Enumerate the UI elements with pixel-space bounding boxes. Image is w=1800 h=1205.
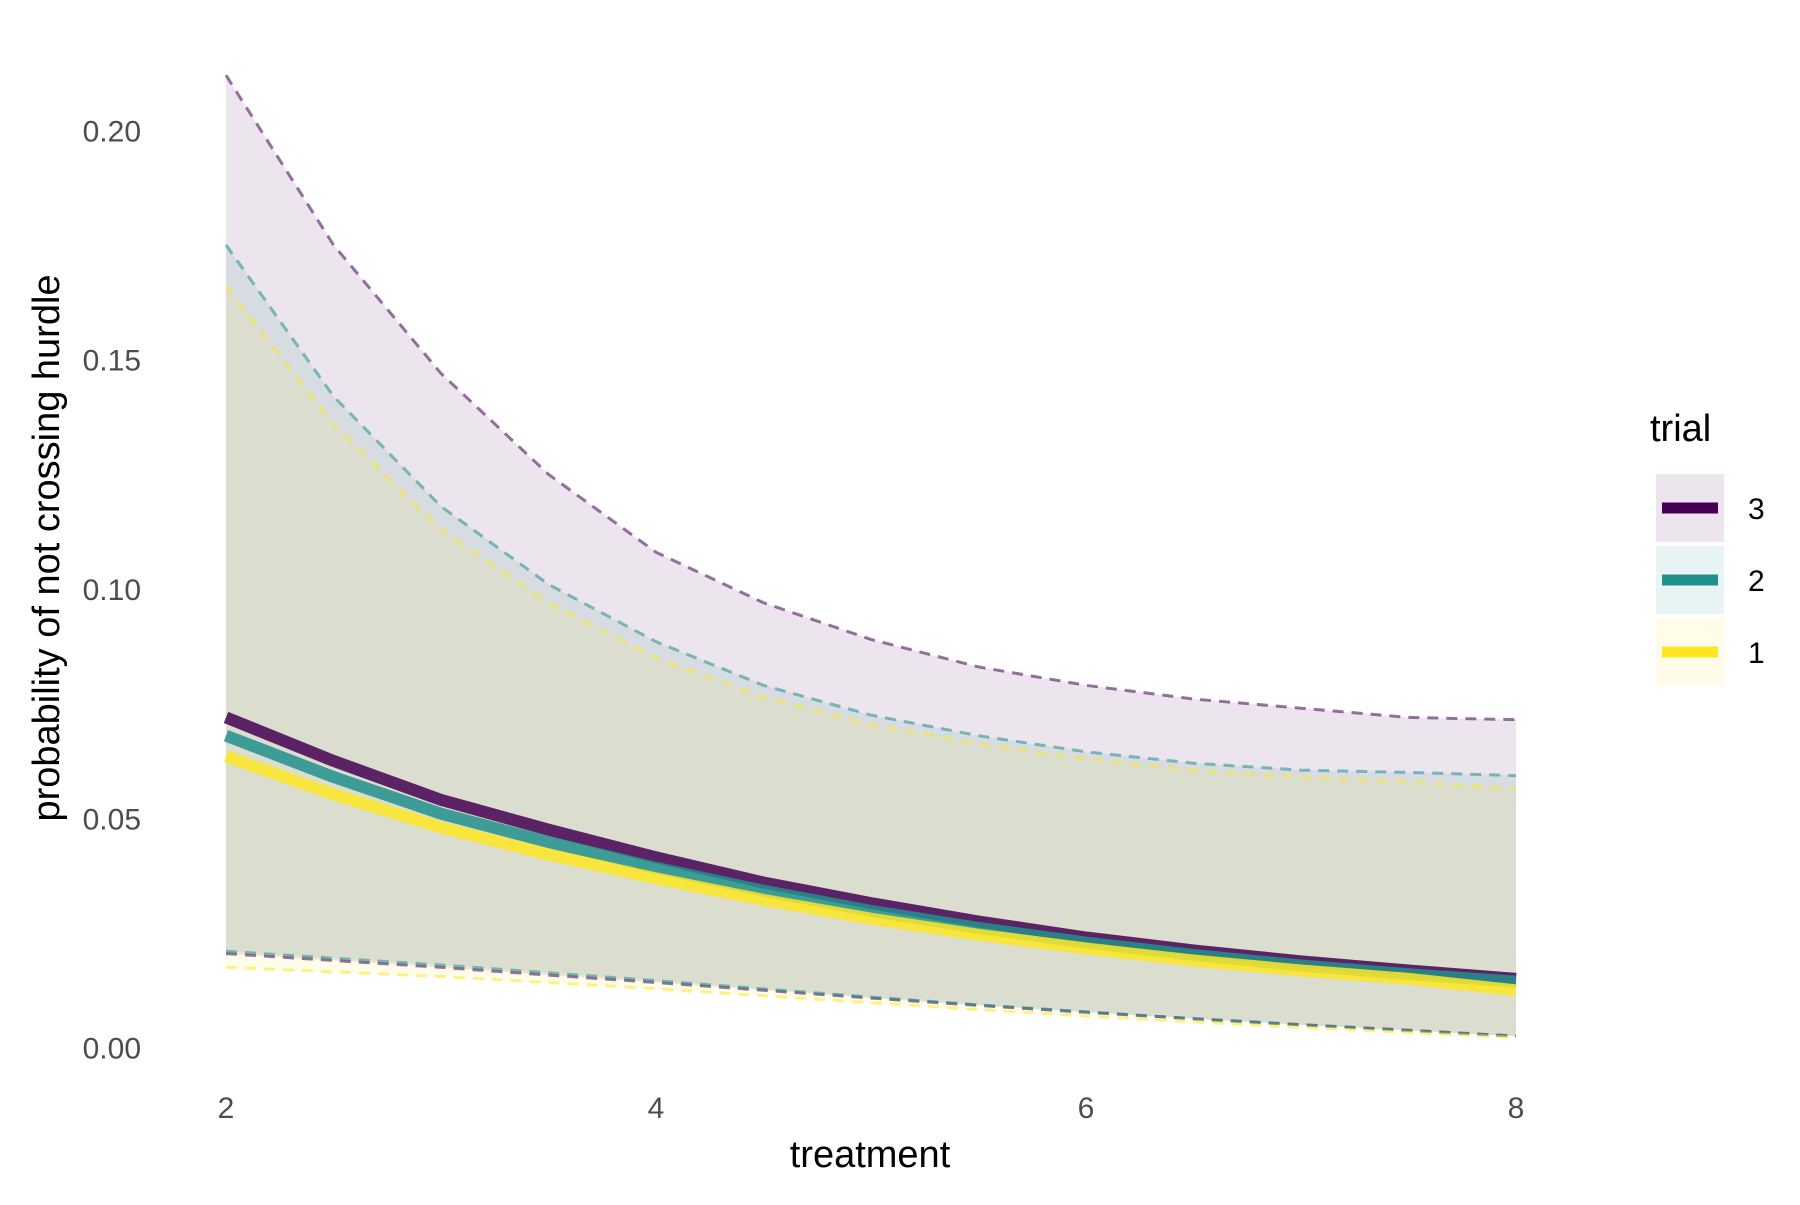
y-tick-label: 0.15: [83, 345, 141, 378]
y-tick-label: 0.20: [83, 115, 141, 148]
confidence-bounds: [224, 74, 1517, 1039]
series-lines: [223, 711, 1517, 997]
x-tick-label: 2: [218, 1092, 235, 1125]
legend-item-trial-2: 2: [1656, 546, 1765, 614]
line-trial-1: [223, 750, 1517, 997]
upper-bound-trial-3: [224, 74, 1517, 722]
upper-bound-trial-2: [224, 244, 1517, 778]
legend: trial 3 2 1: [1650, 408, 1765, 686]
y-tick-label: 0.00: [83, 1033, 141, 1066]
legend-label: 3: [1748, 493, 1765, 526]
legend-label: 2: [1748, 565, 1765, 598]
legend-title: trial: [1650, 408, 1711, 450]
y-axis-ticks: 0.00 0.05 0.10 0.15 0.20: [83, 115, 141, 1065]
legend-label: 1: [1748, 637, 1765, 670]
legend-item-trial-1: 1: [1656, 618, 1765, 686]
legend-item-trial-3: 3: [1656, 474, 1765, 542]
x-tick-label: 4: [648, 1092, 665, 1125]
y-tick-label: 0.05: [83, 803, 141, 836]
x-tick-label: 8: [1508, 1092, 1525, 1125]
x-axis-title: treatment: [790, 1134, 951, 1176]
legend-items: 3 2 1: [1656, 474, 1765, 686]
y-tick-label: 0.10: [83, 574, 141, 607]
confidence-bands: [226, 75, 1516, 1038]
x-tick-label: 6: [1078, 1092, 1095, 1125]
x-axis-ticks: 2 4 6 8: [218, 1092, 1525, 1125]
band-trial-3: [226, 75, 1516, 1037]
lower-bound-trial-2: [225, 949, 1517, 1038]
upper-bound-trial-1: [224, 285, 1517, 790]
lower-bound-trial-1: [225, 965, 1517, 1039]
y-axis-title: probability of not crossing hurdle: [26, 274, 68, 821]
